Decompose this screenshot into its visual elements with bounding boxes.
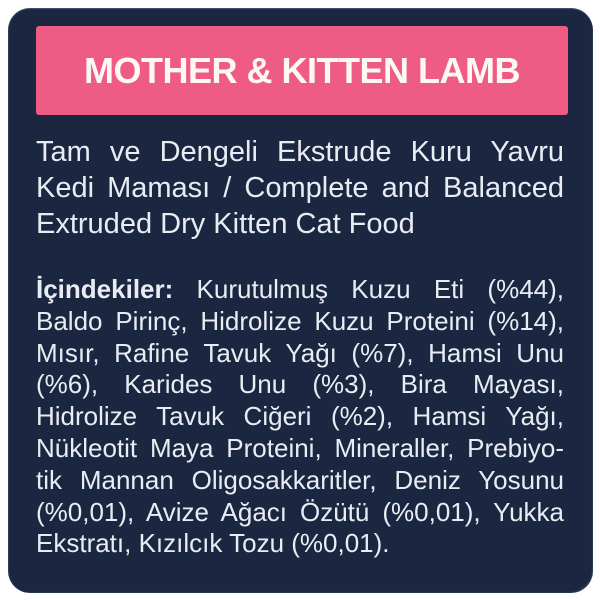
ingredients-line: Mısır, Rafine Tavuk Yağı (%7), Hamsi Unu bbox=[36, 337, 564, 368]
ingredients-line: Ekstratı, Kızılcık Tozu (%0,01). bbox=[36, 528, 390, 559]
ingredients-line: (%0,01), Avize Ağacı Özütü (%0,01), Yukk… bbox=[36, 496, 564, 527]
ingredients-line: İçindekiler: Kurutulmuş Kuzu Eti (%44), bbox=[36, 274, 564, 306]
description-line: Kedi Maması / Complete and Balanced bbox=[36, 172, 564, 204]
ingredients-line: Baldo Pirinç, Hidrolize Kuzu Proteini (%… bbox=[36, 305, 564, 336]
ingredients-line-text: Kurutulmuş Kuzu Eti (%44), bbox=[196, 274, 564, 304]
product-name: MOTHER & KITTEN LAMB bbox=[84, 49, 520, 91]
ingredients-label: İçindekiler: bbox=[36, 274, 174, 304]
ingredients-line: tik Mannan Oligosakkaritler, Deniz Yosun… bbox=[36, 464, 564, 495]
ingredients-line: (%6), Karides Unu (%3), Bira Mayası, bbox=[36, 369, 564, 400]
ingredients-line: Hidrolize Tavuk Ciğeri (%2), Hamsi Yağı, bbox=[36, 401, 564, 432]
description-line: Extruded Dry Kitten Cat Food bbox=[36, 208, 415, 240]
ingredients-line: Nükleotit Maya Proteini, Mineraller, Pre… bbox=[36, 432, 564, 463]
product-description: Tam ve Dengeli Ekstrude Kuru Yavru Kedi … bbox=[36, 134, 564, 242]
product-label-card: MOTHER & KITTEN LAMB Tam ve Dengeli Ekst… bbox=[8, 8, 593, 593]
ingredients-section: İçindekiler: Kurutulmuş Kuzu Eti (%44), … bbox=[36, 274, 564, 560]
description-line: Tam ve Dengeli Ekstrude Kuru Yavru bbox=[36, 136, 564, 168]
product-name-banner: MOTHER & KITTEN LAMB bbox=[36, 26, 568, 115]
